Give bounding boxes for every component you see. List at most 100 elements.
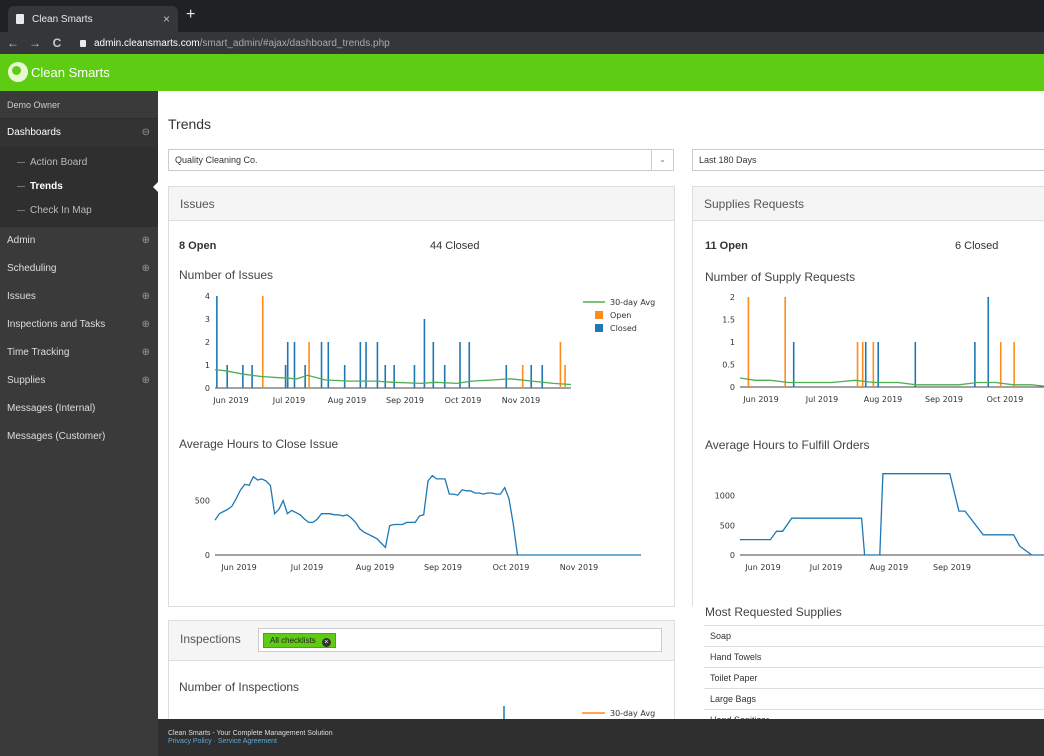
issues-heading: Issues xyxy=(169,187,674,221)
bar-closed xyxy=(393,365,395,388)
expand-icon[interactable]: ⊕ xyxy=(141,375,150,386)
app-header: Clean Smarts xyxy=(0,54,1044,91)
sidebar-item-messages-internal[interactable]: Messages (Internal) xyxy=(0,395,158,423)
bar-open xyxy=(521,365,524,388)
favicon-icon xyxy=(16,14,24,24)
bar-closed xyxy=(365,342,367,388)
bar-closed xyxy=(423,319,426,388)
expand-icon[interactable]: ⊕ xyxy=(141,319,150,330)
period-select[interactable]: Last 180 Days xyxy=(692,149,1044,171)
bar-open xyxy=(861,342,864,387)
issues-closed-count: 44 Closed xyxy=(430,240,480,252)
legend-avg-label: 30-day Avg xyxy=(610,298,655,307)
remove-chip-icon[interactable]: × xyxy=(321,638,331,647)
bar-open xyxy=(999,342,1002,387)
bar-open xyxy=(747,297,750,387)
x-tick-label: Aug 2019 xyxy=(356,563,395,572)
checklist-filter[interactable]: All checklists × xyxy=(258,628,662,652)
issues-hours-chart: 0 500 Jun 2019 Jul 2019 Aug 2019 Sep 2019 Oct … xyxy=(195,474,641,572)
company-select[interactable]: Quality Cleaning Co. ⌄ xyxy=(168,149,674,171)
legend-closed-swatch xyxy=(595,324,603,332)
x-tick-label: Jun 2019 xyxy=(744,563,780,572)
sidebar-item-dashboards[interactable]: Dashboards ⊖ xyxy=(0,119,158,147)
expand-icon[interactable]: ⊕ xyxy=(141,235,150,246)
sidebar-owner[interactable]: Demo Owner xyxy=(0,91,158,119)
sidebar-item-admin[interactable]: Admin ⊕ xyxy=(0,227,158,255)
bar-closed xyxy=(877,342,880,387)
hours-line xyxy=(740,473,1044,556)
bar-closed xyxy=(286,342,289,388)
agreement-link[interactable]: Service Agreement xyxy=(217,738,277,745)
expand-icon[interactable]: ⊕ xyxy=(141,291,150,302)
sidebar-subitem-check-in-map[interactable]: Check In Map xyxy=(0,199,158,223)
y-tick-label: 500 xyxy=(720,521,735,530)
company-select-value: Quality Cleaning Co. xyxy=(175,155,258,165)
expand-icon[interactable]: ⊕ xyxy=(141,347,150,358)
sidebar-item-label: Time Tracking xyxy=(7,347,70,358)
x-tick-label: Jul 2019 xyxy=(272,396,306,405)
bar-closed xyxy=(327,342,330,388)
x-tick-label: Oct 2019 xyxy=(987,395,1024,404)
bar-closed xyxy=(459,342,461,388)
bar-closed xyxy=(284,365,287,388)
bar-closed xyxy=(293,342,296,388)
brand-logo[interactable]: Clean Smarts xyxy=(8,62,110,82)
bar-closed xyxy=(864,342,867,387)
x-tick-label: Sep 2019 xyxy=(925,395,963,404)
x-tick-label: Nov 2019 xyxy=(560,563,599,572)
avg-line xyxy=(214,368,572,386)
privacy-link[interactable]: Privacy Policy xyxy=(168,738,212,745)
issues-open-count: 8 Open xyxy=(179,240,217,252)
issues-count-chart: 0 1 2 3 4 Jun 2019 Jul 2019 Aug 2019 Sep 2019 Oct… xyxy=(205,292,655,405)
reload-icon[interactable]: C xyxy=(52,36,62,50)
address-bar[interactable]: admin.cleansmarts.com/smart_admin/#ajax/… xyxy=(94,38,390,49)
filter-chip-label: All checklists xyxy=(270,636,316,645)
x-tick-label: Nov 2019 xyxy=(502,396,541,405)
close-tab-icon[interactable]: × xyxy=(162,12,170,26)
avg-line xyxy=(739,377,1044,387)
sidebar-item-label: Dashboards xyxy=(7,127,61,138)
sidebar-subitem-trends[interactable]: Trends xyxy=(0,175,158,199)
list-item: Toilet Paper xyxy=(704,667,1044,688)
sidebar-item-inspections-tasks[interactable]: Inspections and Tasks ⊕ xyxy=(0,311,158,339)
sidebar-item-time-tracking[interactable]: Time Tracking ⊕ xyxy=(0,339,158,367)
bar-closed xyxy=(914,342,917,387)
sidebar-item-label: Messages (Internal) xyxy=(7,403,96,414)
legend-open-swatch xyxy=(595,311,603,319)
y-tick-label: 1.5 xyxy=(722,316,735,325)
bar-open xyxy=(308,342,310,388)
brand-name: Clean Smarts xyxy=(31,64,110,80)
list-item: Hand Towels xyxy=(704,646,1044,667)
sidebar-subitem-action-board[interactable]: Action Board xyxy=(0,151,158,175)
supplies-closed-count: 6 Closed xyxy=(955,240,999,252)
bar-closed xyxy=(443,365,446,388)
sidebar-item-issues[interactable]: Issues ⊕ xyxy=(0,283,158,311)
sidebar-item-label: Inspections and Tasks xyxy=(7,319,106,330)
page-title: Trends xyxy=(168,116,212,132)
y-tick-label: 0 xyxy=(730,383,735,392)
browser-tab[interactable]: Clean Smarts × xyxy=(8,6,178,32)
x-tick-label: Jul 2019 xyxy=(805,395,839,404)
y-tick-label: 0 xyxy=(205,551,210,560)
filter-chip[interactable]: All checklists × xyxy=(263,633,336,648)
sidebar-item-scheduling[interactable]: Scheduling ⊕ xyxy=(0,255,158,283)
legend-open-label: Open xyxy=(610,311,631,320)
expand-icon[interactable]: ⊕ xyxy=(141,263,150,274)
back-icon[interactable]: ← xyxy=(7,36,19,50)
bar-closed xyxy=(541,365,544,388)
inspections-chart-partial: 30-day Avg xyxy=(503,706,655,719)
bar-closed xyxy=(530,365,533,388)
supplies-panel: Supplies Requests xyxy=(692,186,1044,606)
sidebar-item-label: Messages (Customer) xyxy=(7,431,106,442)
forward-icon[interactable]: → xyxy=(29,36,41,50)
collapse-icon[interactable]: ⊖ xyxy=(141,127,150,138)
bar-closed xyxy=(359,342,362,388)
bar-closed xyxy=(413,365,416,388)
browser-toolbar: ← → C admin.cleansmarts.com/smart_admin/… xyxy=(0,32,1044,54)
footer-text: Clean Smarts - Your Complete Management … xyxy=(168,730,333,737)
new-tab-button[interactable]: + xyxy=(186,6,196,23)
sidebar-item-supplies[interactable]: Supplies ⊕ xyxy=(0,367,158,395)
bar-closed xyxy=(468,342,471,388)
x-tick-label: Jun 2019 xyxy=(212,396,248,405)
sidebar-item-messages-customer[interactable]: Messages (Customer) xyxy=(0,423,158,451)
